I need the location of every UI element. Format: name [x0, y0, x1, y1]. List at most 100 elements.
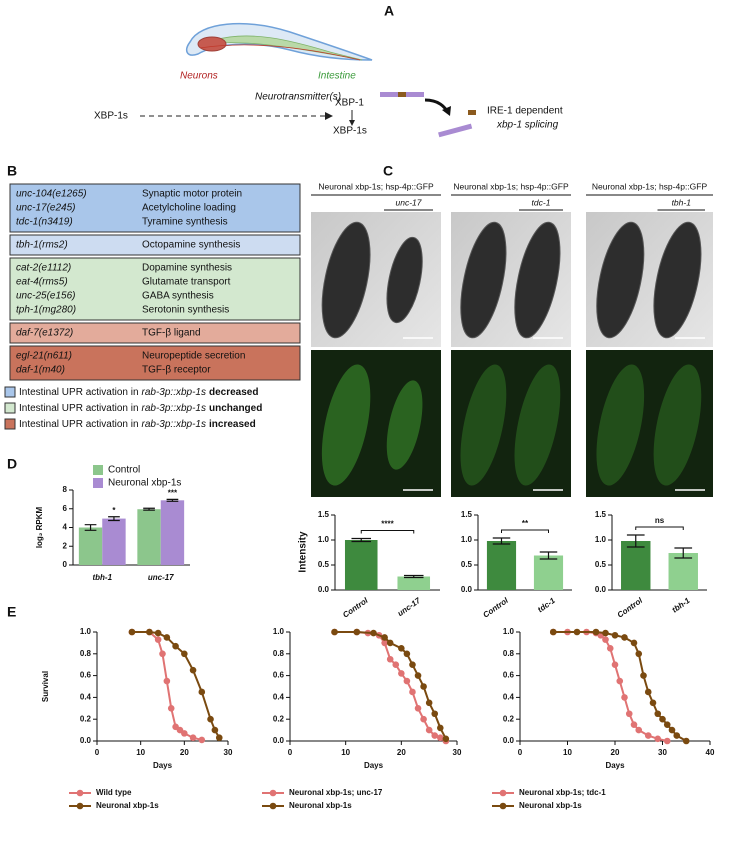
data-point — [573, 628, 581, 636]
error-bar — [492, 537, 511, 545]
x-tick-label: unc-17 — [148, 573, 174, 582]
legend-label: Neuronal xbp-1s; tdc-1 — [519, 788, 606, 797]
x-tick-label: 0 — [518, 748, 523, 757]
data-point — [431, 732, 439, 739]
data-point — [198, 688, 206, 696]
legend-label: Wild type — [96, 788, 132, 797]
y-tick-label: 1.0 — [318, 535, 330, 544]
data-point — [663, 737, 671, 745]
data-point — [207, 715, 214, 723]
gene-name: unc-17(e245) — [16, 203, 75, 214]
gene-name: cat-2(e1112) — [16, 263, 71, 274]
significance-bracket — [360, 530, 415, 534]
data-point — [398, 645, 405, 652]
error-bar — [539, 551, 558, 560]
worm-bf — [460, 221, 507, 339]
data-point — [602, 636, 609, 643]
data-point — [611, 631, 619, 639]
survival-line — [334, 631, 447, 742]
x-tick-label: 20 — [611, 748, 620, 757]
data-point — [616, 677, 624, 685]
error-bar — [84, 524, 97, 531]
gene-function: Tyramine synthesis — [142, 217, 228, 228]
y-tick-label: 1.0 — [273, 627, 285, 636]
data-point — [398, 670, 405, 677]
mutant-label: tbh-1 — [672, 197, 692, 207]
legend-swatch — [93, 465, 103, 475]
data-point — [128, 628, 136, 636]
data-point — [606, 645, 614, 652]
panel-letter: A — [384, 3, 394, 19]
mutant-label: tdc-1 — [532, 197, 551, 207]
y-tick-label: 6 — [63, 504, 68, 513]
worm-bf — [596, 221, 645, 339]
legend-text: Intestinal UPR activation in rab-3p::xbp-… — [19, 403, 262, 414]
bar — [78, 527, 103, 565]
y-axis-title: Intensity — [298, 531, 309, 573]
table-group — [9, 345, 301, 381]
data-point — [163, 634, 171, 641]
arrow-head — [325, 112, 333, 120]
gene-name: daf-7(e1372) — [16, 328, 73, 339]
data-point — [425, 726, 433, 734]
data-point — [386, 655, 394, 663]
image-header: Neuronal xbp-1s; hsp-4p::GFP — [318, 181, 434, 191]
data-point — [659, 715, 666, 723]
worm-gfp — [460, 364, 507, 486]
data-point — [181, 650, 188, 658]
x-tick-label: unc-17 — [396, 596, 423, 618]
x-axis-title: Days — [153, 761, 173, 770]
error-bar — [143, 507, 155, 511]
data-point — [420, 715, 427, 723]
data-point — [654, 735, 662, 743]
intestine-label: Intestine — [318, 71, 356, 82]
gene-name: tbh-1(rms2) — [16, 240, 68, 251]
legend-swatch — [4, 418, 16, 430]
y-tick-label: 0.4 — [80, 693, 92, 702]
legend-strain: rab-3p::xbp-1s — [142, 387, 206, 398]
data-point — [403, 677, 411, 685]
legend-strain: rab-3p::xbp-1s — [142, 419, 206, 430]
bar — [137, 509, 161, 565]
data-point — [654, 710, 662, 718]
x-tick-label: 30 — [658, 748, 667, 757]
legend-prefix: Intestinal UPR activation in — [19, 403, 139, 414]
x-tick-label: 20 — [397, 748, 406, 757]
data-point — [640, 672, 647, 679]
data-point — [409, 688, 416, 696]
mutant-label: unc-17 — [396, 197, 422, 207]
significance: * — [112, 506, 116, 515]
data-point — [625, 710, 633, 718]
x-tick-label: Control — [616, 596, 645, 620]
table-group — [9, 234, 301, 256]
x-axis-title: Days — [605, 761, 625, 770]
error-bar — [626, 534, 645, 548]
data-point — [644, 732, 652, 739]
data-point — [154, 636, 162, 643]
y-tick-label: 1.0 — [80, 627, 92, 636]
x-tick-label: Control — [481, 596, 510, 620]
ire1-label: IRE-1 dependent — [487, 106, 563, 117]
panel-letter: C — [383, 163, 393, 179]
error-bar — [166, 498, 179, 502]
data-point — [159, 650, 166, 658]
y-tick-label: 0.6 — [273, 671, 285, 680]
data-point — [370, 629, 377, 637]
data-point — [189, 666, 197, 674]
mrna-icon — [380, 92, 476, 138]
significance-bracket — [635, 526, 684, 530]
data-point — [420, 683, 427, 690]
data-point — [198, 736, 206, 744]
data-point — [409, 661, 416, 668]
y-tick-label: 0.0 — [595, 585, 607, 594]
legend-prefix: Intestinal UPR activation in — [19, 387, 139, 398]
y-tick-label: 0.0 — [80, 736, 92, 745]
legend-marker — [269, 789, 277, 797]
bar — [621, 541, 651, 590]
data-point — [630, 639, 638, 647]
y-tick-label: 0.5 — [318, 560, 330, 569]
bar — [668, 553, 698, 590]
significance: ** — [522, 519, 529, 528]
xbp1s-neuron: XBP-1s — [94, 111, 128, 122]
